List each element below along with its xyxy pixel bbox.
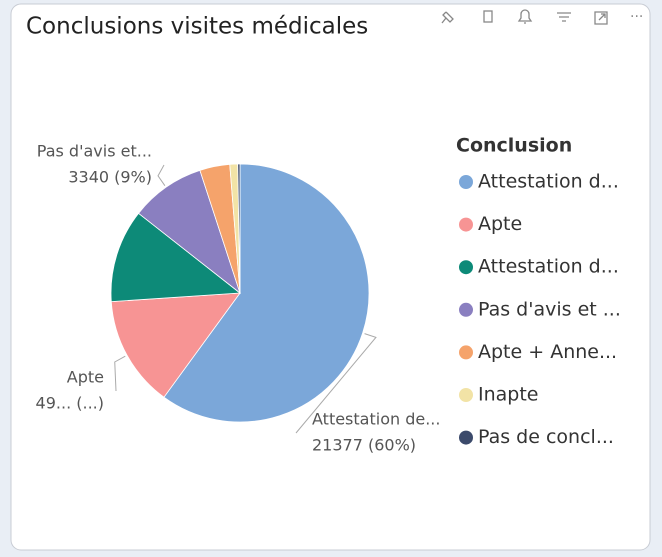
pie-slice	[110, 292, 241, 398]
leader-line	[114, 355, 126, 392]
pie-slice	[110, 212, 242, 303]
more-icon[interactable]: ···	[630, 9, 643, 25]
legend-swatch	[459, 217, 473, 232]
legend-label: Pas d'avis et ...	[478, 298, 621, 320]
pie-slice	[237, 163, 241, 294]
legend-label: Apte	[478, 213, 522, 235]
bell-icon[interactable]	[517, 9, 533, 24]
data-label-value: 21377 (60%)	[312, 436, 416, 455]
legend-swatch	[459, 302, 473, 317]
legend-label: Pas de concl...	[478, 426, 614, 448]
legend-title: Conclusion	[456, 135, 572, 157]
pin-icon[interactable]	[441, 11, 454, 24]
header-icons[interactable]: ···	[441, 9, 643, 25]
chart-title: Conclusions visites médicales	[26, 14, 368, 40]
copy-icon[interactable]	[483, 10, 493, 23]
legend-label: Apte + Anne...	[478, 341, 617, 363]
legend-swatch	[459, 388, 473, 402]
legend-swatch	[459, 175, 473, 189]
data-label-value: 49... (...)	[36, 394, 104, 413]
leader-line	[295, 333, 377, 434]
expand-icon[interactable]	[594, 11, 608, 25]
data-label-value: 3340 (9%)	[68, 168, 152, 187]
pie-slice	[163, 163, 370, 423]
filter-icon[interactable]	[557, 12, 571, 22]
legend-swatch	[459, 260, 473, 275]
data-label-name: Apte	[67, 368, 104, 387]
legend-swatch	[459, 430, 473, 445]
legend-label: Attestation d...	[478, 171, 619, 193]
legend-swatch	[459, 345, 473, 360]
legend-label: Inapte	[478, 384, 539, 406]
pie-slice	[137, 169, 241, 295]
data-label-name: Attestation de...	[312, 410, 440, 429]
legend-label: Attestation d...	[478, 256, 619, 278]
data-label-name: Pas d'avis et...	[37, 142, 152, 161]
leader-line	[157, 164, 166, 186]
